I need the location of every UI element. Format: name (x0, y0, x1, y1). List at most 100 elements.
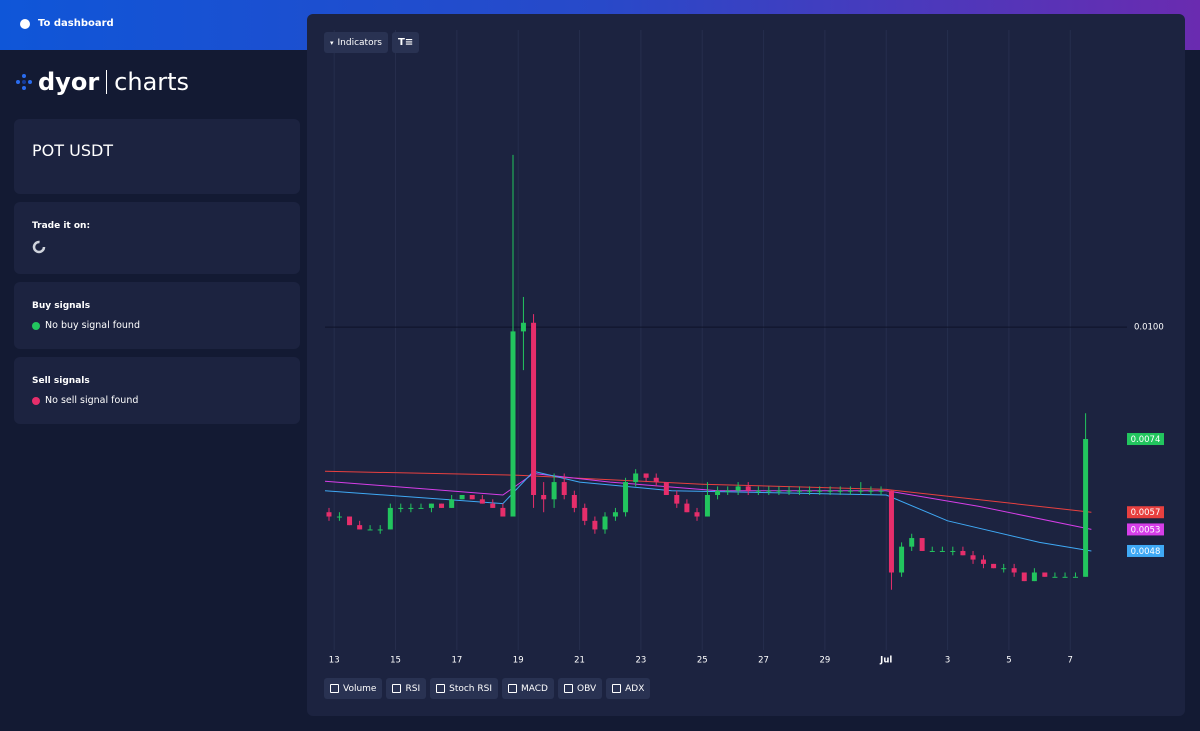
sell-title: Sell signals (32, 376, 90, 386)
candle-body (847, 490, 853, 492)
indicator-toggle[interactable]: Stoch RSI (430, 678, 498, 699)
candle-body (510, 331, 516, 517)
candle-body (786, 490, 792, 492)
indicator-label[interactable]: Stoch RSI (449, 683, 492, 694)
indicator-toggle[interactable]: ADX (606, 678, 651, 699)
checkbox[interactable] (612, 684, 622, 693)
price-tag (1127, 544, 1164, 557)
exchange-icon[interactable] (32, 240, 46, 254)
indicator-toggle[interactable]: OBV (557, 678, 603, 699)
candle-body (807, 490, 813, 492)
checkbox[interactable] (563, 684, 573, 693)
checkbox[interactable] (436, 684, 446, 693)
candle-body (755, 490, 761, 492)
logo: dyor charts (14, 68, 189, 96)
x-tick-label: 29 (819, 656, 830, 666)
candle-body (1031, 572, 1037, 582)
x-tick-label: 15 (390, 656, 401, 666)
indicator-label[interactable]: Volume (343, 683, 377, 694)
candle-body (766, 490, 772, 492)
x-tick-label: 21 (574, 656, 585, 666)
candle-body (623, 482, 629, 513)
candle-body (817, 490, 823, 492)
buy-title: Buy signals (32, 301, 91, 311)
x-tick-label: 23 (635, 656, 646, 666)
x-tick-label: Jul (879, 656, 892, 666)
candle-body (561, 482, 567, 495)
candle-body (500, 507, 506, 517)
dashboard-link[interactable]: To dashboard (20, 18, 114, 29)
candle-body (725, 490, 731, 492)
candle-body (663, 482, 669, 495)
price-tag (1127, 506, 1164, 519)
candle-body (868, 490, 874, 492)
candle-body (704, 495, 710, 517)
candle-body (1021, 572, 1027, 582)
indicator-label[interactable]: RSI (405, 683, 421, 694)
indicator-label[interactable]: OBV (576, 683, 597, 694)
pair-name: POT USDT (32, 141, 114, 160)
indicator-toggle[interactable]: RSI (386, 678, 427, 699)
indicator-toggle[interactable]: MACD (502, 678, 554, 699)
candle-body (1072, 576, 1078, 578)
indicators-button[interactable]: ▾ Indicators (324, 32, 388, 53)
sell-card: Sell signals No sell signal found (14, 357, 300, 424)
candle-body (459, 495, 465, 500)
candle-body (1062, 576, 1068, 578)
candle-body (520, 322, 526, 332)
candle-body (551, 482, 557, 500)
candle-body (633, 473, 639, 483)
candle-body (684, 503, 690, 513)
candle-body (878, 490, 884, 492)
candle-body (602, 516, 608, 530)
dashboard-link-text[interactable]: To dashboard (38, 18, 114, 29)
candle-body (387, 507, 393, 530)
x-tick-label: 25 (697, 656, 708, 666)
candle-body (347, 516, 353, 526)
tradingview-button[interactable]: T≡ (392, 32, 420, 53)
candle-body (888, 490, 894, 573)
checkbox[interactable] (392, 684, 402, 693)
x-tick-label: 27 (758, 656, 769, 666)
x-tick-label: 5 (1006, 656, 1011, 666)
price-tag (1127, 523, 1164, 536)
candle-body (571, 495, 577, 508)
candle-body (653, 477, 659, 483)
chart-panel: 13 15 17 19 21 23 25 27 29 Jul 3 5 7 0.0100 0.0074 0.00… (307, 14, 1185, 716)
candle-body (776, 490, 782, 492)
average-line (324, 470, 1092, 513)
checkbox[interactable] (330, 684, 339, 693)
candle-body (449, 499, 455, 508)
status-dot (32, 321, 40, 330)
caret: ▾ (330, 38, 334, 47)
x-tick-label: 13 (329, 656, 340, 666)
candle-body (827, 490, 833, 492)
indicator-toggle[interactable]: Volume (324, 678, 383, 699)
checkbox[interactable] (508, 684, 517, 693)
price-tag-label: 0.0053 (1131, 525, 1161, 535)
candle-body (735, 486, 741, 491)
candle-body (469, 495, 475, 500)
candle-body (1011, 568, 1017, 573)
indicator-label[interactable]: MACD (521, 683, 548, 694)
buy-status: No buy signal found (32, 320, 140, 331)
indicator-label[interactable]: ADX (625, 683, 645, 694)
candle-body (1001, 568, 1007, 570)
logo-separator (106, 70, 108, 94)
candle-body (428, 503, 434, 508)
candle-body (398, 507, 404, 509)
candle-body (919, 538, 925, 551)
candle-body (991, 563, 997, 569)
buy-card: Buy signals No buy signal found (14, 282, 300, 349)
logo-brand: dyor (38, 68, 100, 96)
indicators-label[interactable]: Indicators (337, 37, 382, 48)
candle-body (1083, 439, 1089, 577)
price-tag-label: 0.0048 (1131, 547, 1161, 557)
candle-body (531, 322, 537, 495)
candle-body (490, 503, 496, 508)
candle-body (326, 512, 332, 517)
price-tag-label: 0.0057 (1131, 508, 1161, 518)
candle-body (694, 512, 700, 517)
x-tick-label: 7 (1068, 656, 1073, 666)
